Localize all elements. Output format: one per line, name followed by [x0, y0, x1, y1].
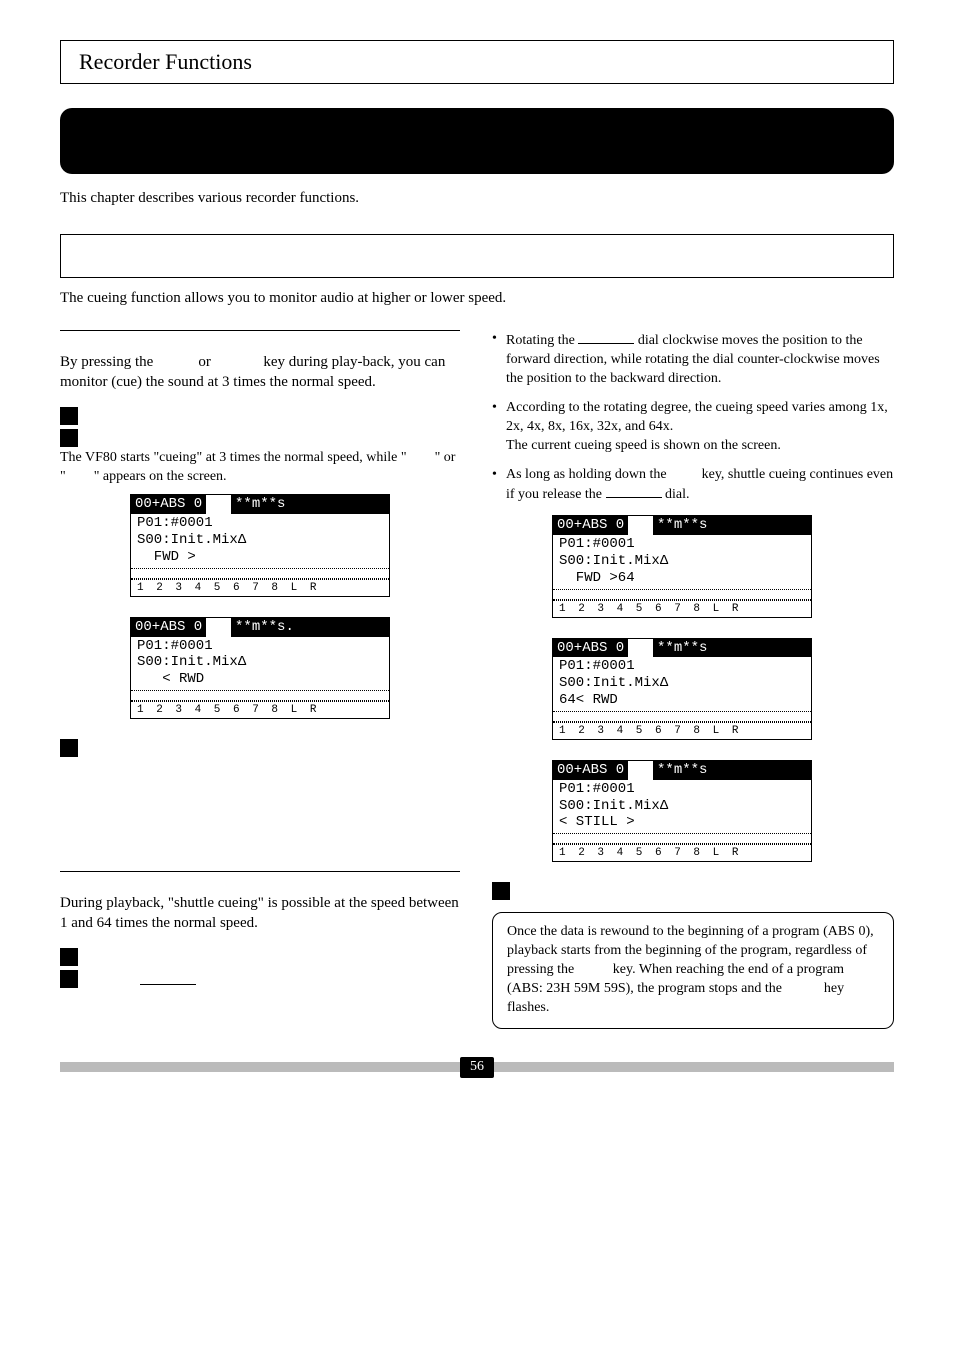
bullet-2-text: According to the rotating degree, the cu… — [506, 399, 894, 456]
lcd-fwd-spacer — [131, 569, 389, 579]
page-number: 56 — [460, 1057, 494, 1078]
lcd-fwd64-s: S00:Init.MixΔ — [559, 553, 805, 570]
bullet-2-dot: • — [492, 399, 506, 456]
step-1-row — [60, 407, 460, 425]
bullet-1: • Rotating the dial clockwise moves the … — [492, 330, 894, 389]
cueing-section-box — [60, 234, 894, 278]
lcd-rwd64-tracks: 1 2 3 4 5 6 7 8 L R — [553, 722, 811, 739]
two-column-layout: By pressing the or key during play-back,… — [60, 330, 894, 1029]
step-2-number-box — [60, 429, 78, 447]
lcd-still-top-right: **m**s — [653, 761, 811, 780]
lcd-rwd64: 00+ABS 0 **m**s P01:#0001 S00:Init.MixΔ … — [552, 638, 812, 740]
shuttle-step-1-box — [60, 948, 78, 966]
lcd-still-p: P01:#0001 — [559, 781, 805, 798]
lcd-fwd64: 00+ABS 0 **m**s P01:#0001 S00:Init.MixΔ … — [552, 515, 812, 617]
left-column: By pressing the or key during play-back,… — [60, 330, 460, 1029]
step-text: The VF80 starts "cueing" at 3 times the … — [60, 449, 460, 487]
lcd-still-top-gap — [628, 761, 653, 780]
lcd-fwd64-tracks: 1 2 3 4 5 6 7 8 L R — [553, 600, 811, 617]
bullet-3: • As long as holding down the key, shutt… — [492, 466, 894, 506]
chapter-intro: This chapter describes various recorder … — [60, 188, 894, 208]
lcd-still: 00+ABS 0 **m**s P01:#0001 S00:Init.MixΔ … — [552, 760, 812, 862]
lcd-rwd64-status: 64< RWD — [559, 692, 805, 709]
lcd-fwd-status: FWD > — [137, 549, 383, 566]
lcd-fwd64-p: P01:#0001 — [559, 536, 805, 553]
shuttle-step-1-row — [60, 948, 460, 966]
lcd-rwd64-spacer — [553, 712, 811, 722]
lcd-fwd64-top-gap — [628, 516, 653, 535]
tip-box: Once the data is rewound to the beginnin… — [492, 912, 894, 1028]
lcd-rwd64-p: P01:#0001 — [559, 658, 805, 675]
lcd-fwd: 00+ABS 0 **m**s P01:#0001 S00:Init.MixΔ … — [130, 494, 390, 596]
lcd-rwd-p: P01:#0001 — [137, 638, 383, 655]
step-3-row — [60, 739, 460, 757]
lcd-fwd-top-gap — [206, 495, 231, 514]
bullet-3-text: As long as holding down the key, shuttle… — [506, 466, 894, 506]
shuttle-paragraph: During playback, "shuttle cueing" is pos… — [60, 893, 460, 934]
lcd-rwd64-top-left: 00+ABS 0 — [553, 639, 628, 658]
step-2-row — [60, 429, 460, 447]
right-num-row — [492, 882, 894, 900]
right-num-box — [492, 882, 510, 900]
bullet-1-text: Rotating the dial clockwise moves the po… — [506, 330, 894, 389]
bullet-1-underline — [578, 330, 634, 344]
header-title: Recorder Functions — [79, 49, 252, 74]
lcd-fwd64-spacer — [553, 590, 811, 600]
bullet-3-pre: As long as holding down the key, shuttle… — [506, 467, 897, 503]
lcd-rwd-s: S00:Init.MixΔ — [137, 654, 383, 671]
cue-paragraph: By pressing the or key during play-back,… — [60, 352, 460, 393]
lcd-fwd64-top-right: **m**s — [653, 516, 811, 535]
lcd-rwd-top-gap — [206, 618, 231, 637]
bullet-2: • According to the rotating degree, the … — [492, 399, 894, 456]
bullet-3-underline — [606, 484, 662, 498]
lcd-still-s: S00:Init.MixΔ — [559, 798, 805, 815]
lcd-fwd-s: S00:Init.MixΔ — [137, 532, 383, 549]
lcd-rwd-status: < RWD — [137, 671, 383, 688]
lcd-fwd-p: P01:#0001 — [137, 515, 383, 532]
cueing-description: The cueing function allows you to monito… — [60, 288, 894, 308]
lcd-rwd64-top-right: **m**s — [653, 639, 811, 658]
lcd-rwd64-top-gap — [628, 639, 653, 658]
step-1-number-box — [60, 407, 78, 425]
step-3-number-box — [60, 739, 78, 757]
bullet-3-dot: • — [492, 466, 506, 506]
lcd-fwd64-status: FWD >64 — [559, 570, 805, 587]
page-footer: 56 — [60, 1057, 894, 1078]
shuttle-step-2-underline — [140, 970, 196, 985]
lcd-fwd64-top-left: 00+ABS 0 — [553, 516, 628, 535]
lcd-rwd64-s: S00:Init.MixΔ — [559, 675, 805, 692]
shuttle-subheading-rule — [60, 871, 460, 889]
shuttle-step-2-row — [60, 970, 460, 988]
lcd-fwd-tracks: 1 2 3 4 5 6 7 8 L R — [131, 579, 389, 596]
right-column: • Rotating the dial clockwise moves the … — [492, 330, 894, 1029]
bullet-1-dot: • — [492, 330, 506, 389]
lcd-rwd-tracks: 1 2 3 4 5 6 7 8 L R — [131, 701, 389, 718]
header-box: Recorder Functions — [60, 40, 894, 84]
chapter-title-bar — [60, 108, 894, 174]
lcd-still-spacer — [553, 834, 811, 844]
lcd-rwd-spacer — [131, 691, 389, 701]
footer-bar-right — [494, 1062, 894, 1072]
lcd-rwd-top-right: **m**s. — [231, 618, 389, 637]
bullet-3-post: dial. — [662, 487, 690, 502]
left-gap — [60, 761, 460, 871]
lcd-rwd: 00+ABS 0 **m**s. P01:#0001 S00:Init.MixΔ… — [130, 617, 390, 719]
bullet-1-pre: Rotating the — [506, 333, 578, 348]
tip-text: Once the data is rewound to the beginnin… — [507, 924, 877, 1015]
shuttle-step-2-box — [60, 970, 78, 988]
cue-subheading-rule — [60, 330, 460, 348]
footer-bar-left — [60, 1062, 460, 1072]
lcd-still-tracks: 1 2 3 4 5 6 7 8 L R — [553, 844, 811, 861]
lcd-still-status: < STILL > — [559, 814, 805, 831]
lcd-fwd-top-left: 00+ABS 0 — [131, 495, 206, 514]
lcd-fwd-top-right: **m**s — [231, 495, 389, 514]
lcd-rwd-top-left: 00+ABS 0 — [131, 618, 206, 637]
lcd-still-top-left: 00+ABS 0 — [553, 761, 628, 780]
